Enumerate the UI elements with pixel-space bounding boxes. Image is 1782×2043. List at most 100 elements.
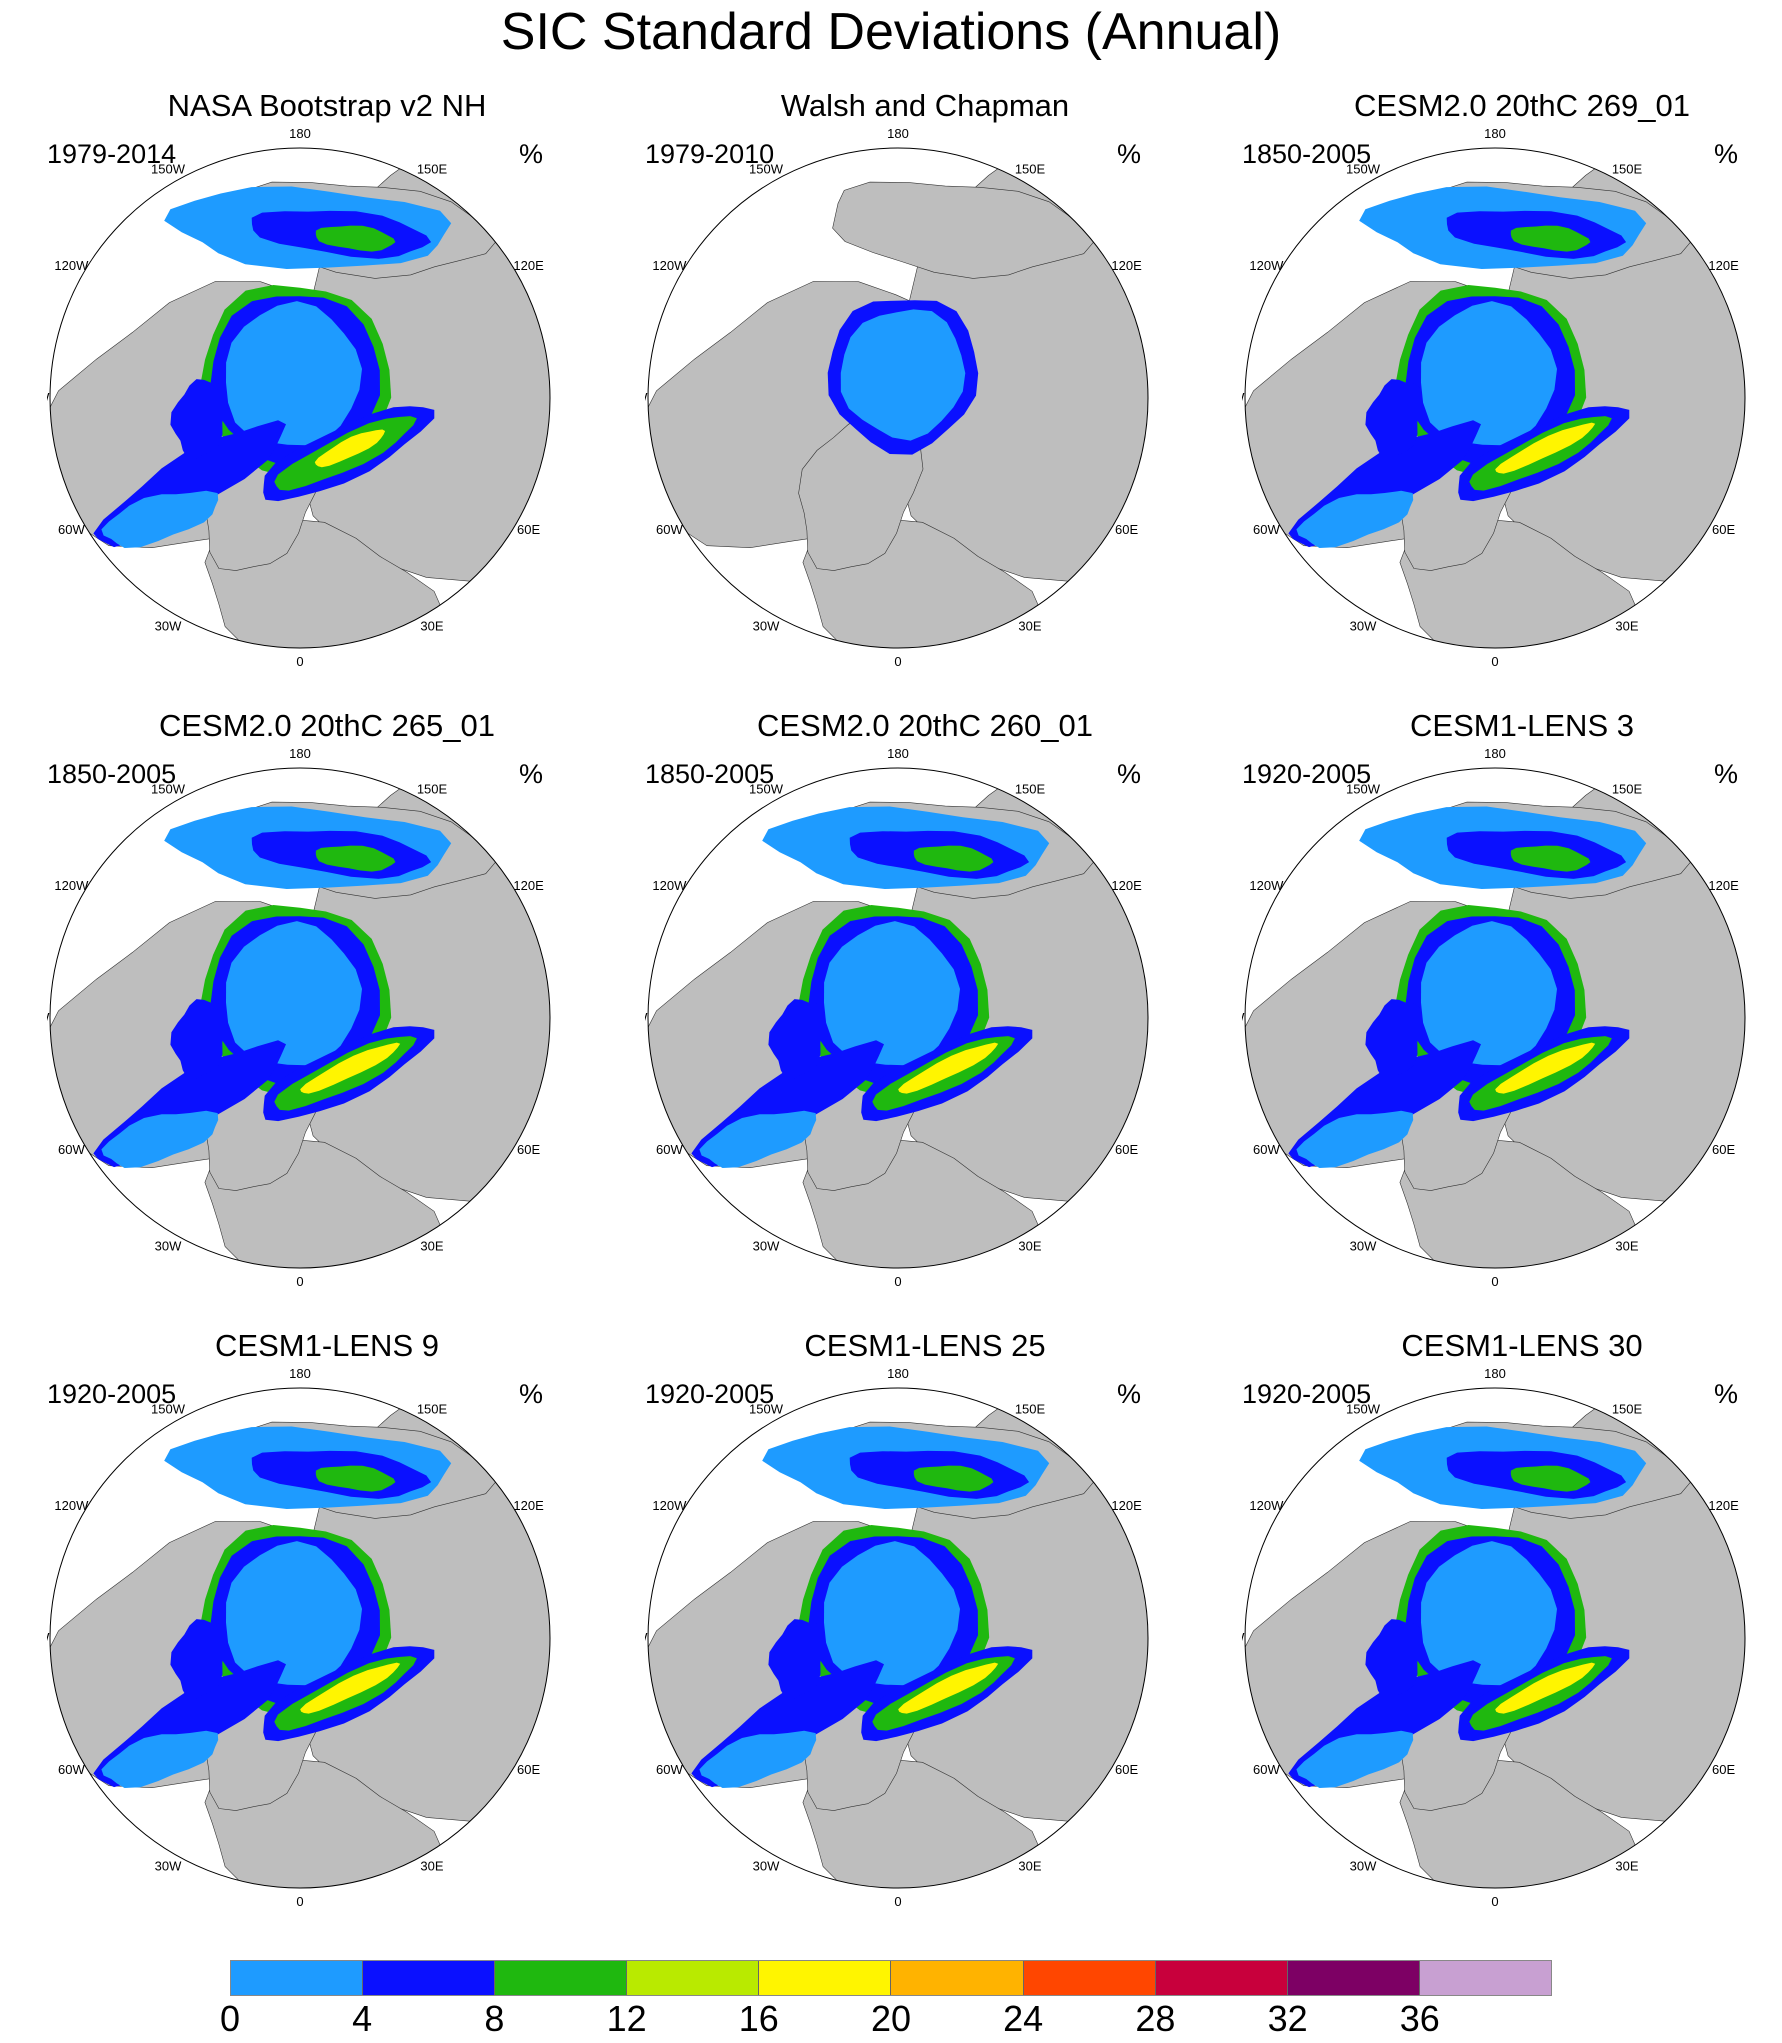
longitude-label: 90E — [552, 1010, 553, 1025]
longitude-label: 90W — [1242, 1630, 1245, 1645]
longitude-label: 90E — [1150, 1010, 1151, 1025]
colorbar-box — [1419, 1961, 1551, 1995]
polar-map: 180 150E 120E 90E 60E 30E 0 30W 60W 90W 120W 150W — [645, 748, 1151, 1289]
colorbar-box — [891, 1961, 1024, 1995]
panel-years: 1850-2005 — [47, 759, 177, 789]
longitude-label: 0 — [1491, 1274, 1498, 1289]
panel-units: % — [519, 139, 544, 169]
sic-field-4-8 — [170, 999, 228, 1079]
longitude-label: 60W — [1253, 1762, 1280, 1777]
longitude-label: 60W — [656, 1762, 683, 1777]
longitude-label: 60E — [1712, 1762, 1735, 1777]
panel-years: 1920-2005 — [47, 1379, 177, 1409]
longitude-label: 30E — [420, 619, 443, 634]
longitude-label: 150W — [151, 161, 186, 176]
sic-field-0-4 — [1296, 490, 1414, 548]
sic-field-8-12 — [1510, 845, 1591, 872]
sic-field-16-20 — [898, 1662, 999, 1714]
polar-map: 180 150E 120E 90E 60E 30E 0 30W 60W 90W 120W 150W — [645, 128, 1151, 669]
longitude-label: 30E — [420, 1239, 443, 1254]
panel-title: CESM2.0 20thC 260_01 — [756, 708, 1094, 743]
colorbar-box — [495, 1961, 628, 1995]
map-panel: CESM1-LENS 3 1920-2005% 180 150E 120E 90E 60E 3… — [1242, 708, 1782, 1308]
longitude-label: 180 — [1484, 748, 1506, 761]
panel-title: CESM1-LENS 30 — [1401, 1328, 1643, 1363]
longitude-label: 150W — [151, 1401, 186, 1416]
longitude-label: 60E — [1115, 522, 1138, 537]
sic-field-0-4 — [1421, 301, 1557, 446]
longitude-label: 90W — [47, 390, 50, 405]
map-panel: CESM2.0 20thC 269_01 1850-2005% 180 150E 120… — [1242, 88, 1782, 688]
map-panel: NASA Bootstrap v2 NH 1979-2014% 180 150E 120… — [47, 88, 607, 688]
colorbar — [230, 1960, 1552, 1996]
longitude-label: 60W — [1253, 1142, 1280, 1157]
longitude-label: 180 — [887, 748, 909, 761]
longitude-label: 30W — [1350, 1239, 1377, 1254]
longitude-label: 120E — [513, 258, 544, 273]
longitude-label: 120E — [1708, 1498, 1739, 1513]
longitude-label: 120W — [54, 258, 89, 273]
panel-units: % — [1117, 139, 1142, 169]
colorbar-tick-label: 36 — [1399, 1998, 1440, 2039]
longitude-label: 30W — [155, 619, 182, 634]
panel-years: 1979-2014 — [47, 139, 177, 169]
sic-field-8-12 — [315, 1465, 396, 1492]
longitude-label: 90E — [1150, 1630, 1151, 1645]
sic-field-0-4 — [840, 309, 966, 441]
colorbar-tick-label: 8 — [484, 1998, 505, 2039]
longitude-label: 30E — [1615, 1239, 1638, 1254]
colorbar-tick-label: 32 — [1267, 1998, 1308, 2039]
sic-field-4-8 — [768, 1619, 826, 1699]
longitude-label: 90E — [1747, 1630, 1748, 1645]
map-panel: CESM2.0 20thC 265_01 1850-2005% 180 150E 120… — [47, 708, 607, 1308]
longitude-label: 150W — [749, 781, 784, 796]
panel-years: 1850-2005 — [1242, 139, 1372, 169]
longitude-label: 0 — [894, 654, 901, 669]
longitude-label: 30E — [1018, 619, 1041, 634]
longitude-label: 120W — [652, 878, 687, 893]
colorbar-tick-label: 4 — [352, 1998, 373, 2039]
longitude-label: 60E — [517, 522, 540, 537]
sic-field-0-4 — [699, 1730, 817, 1788]
longitude-label: 150W — [1346, 1401, 1381, 1416]
longitude-label: 0 — [296, 1894, 303, 1909]
longitude-label: 150E — [1015, 161, 1046, 176]
sic-field-16-20 — [898, 1042, 999, 1094]
sic-field-8-12 — [913, 1465, 994, 1492]
longitude-label: 0 — [894, 1274, 901, 1289]
sic-field-0-4 — [226, 301, 362, 446]
longitude-label: 60E — [1712, 1142, 1735, 1157]
panel-years: 1920-2005 — [1242, 759, 1372, 789]
polar-map: 180 150E 120E 90E 60E 30E 0 30W 60W 90W 120W 150W — [1242, 1368, 1748, 1909]
longitude-label: 60W — [656, 1142, 683, 1157]
map-panel: CESM1-LENS 9 1920-2005% 180 150E 120E 90E 60E 3… — [47, 1328, 607, 1928]
sic-field-0-4 — [699, 1110, 817, 1168]
longitude-label: 150W — [749, 1401, 784, 1416]
longitude-label: 120W — [54, 1498, 89, 1513]
panel-years: 1979-2010 — [645, 139, 775, 169]
panel-units: % — [1714, 759, 1739, 789]
longitude-label: 180 — [289, 748, 311, 761]
panel-units: % — [519, 759, 544, 789]
longitude-label: 30E — [1018, 1859, 1041, 1874]
colorbar-box — [1023, 1961, 1156, 1995]
longitude-label: 120E — [1708, 258, 1739, 273]
figure-title: SIC Standard Deviations (Annual) — [500, 3, 1282, 61]
sic-field-4-8 — [768, 999, 826, 1079]
longitude-label: 30E — [1018, 1239, 1041, 1254]
panel-units: % — [1714, 1379, 1739, 1409]
sic-field-16-20 — [1495, 1662, 1596, 1714]
longitude-label: 90E — [1747, 1010, 1748, 1025]
longitude-label: 0 — [296, 654, 303, 669]
sic-field-0-4 — [101, 490, 219, 548]
longitude-label: 60W — [58, 1762, 85, 1777]
sic-field-0-4 — [824, 921, 960, 1066]
longitude-label: 90W — [645, 1010, 648, 1025]
sic-field-8-12 — [315, 845, 396, 872]
longitude-label: 60E — [517, 1762, 540, 1777]
sic-field-8-12 — [913, 845, 994, 872]
sic-field-4-8 — [1365, 379, 1423, 459]
longitude-label: 150W — [749, 161, 784, 176]
longitude-label: 60W — [58, 522, 85, 537]
